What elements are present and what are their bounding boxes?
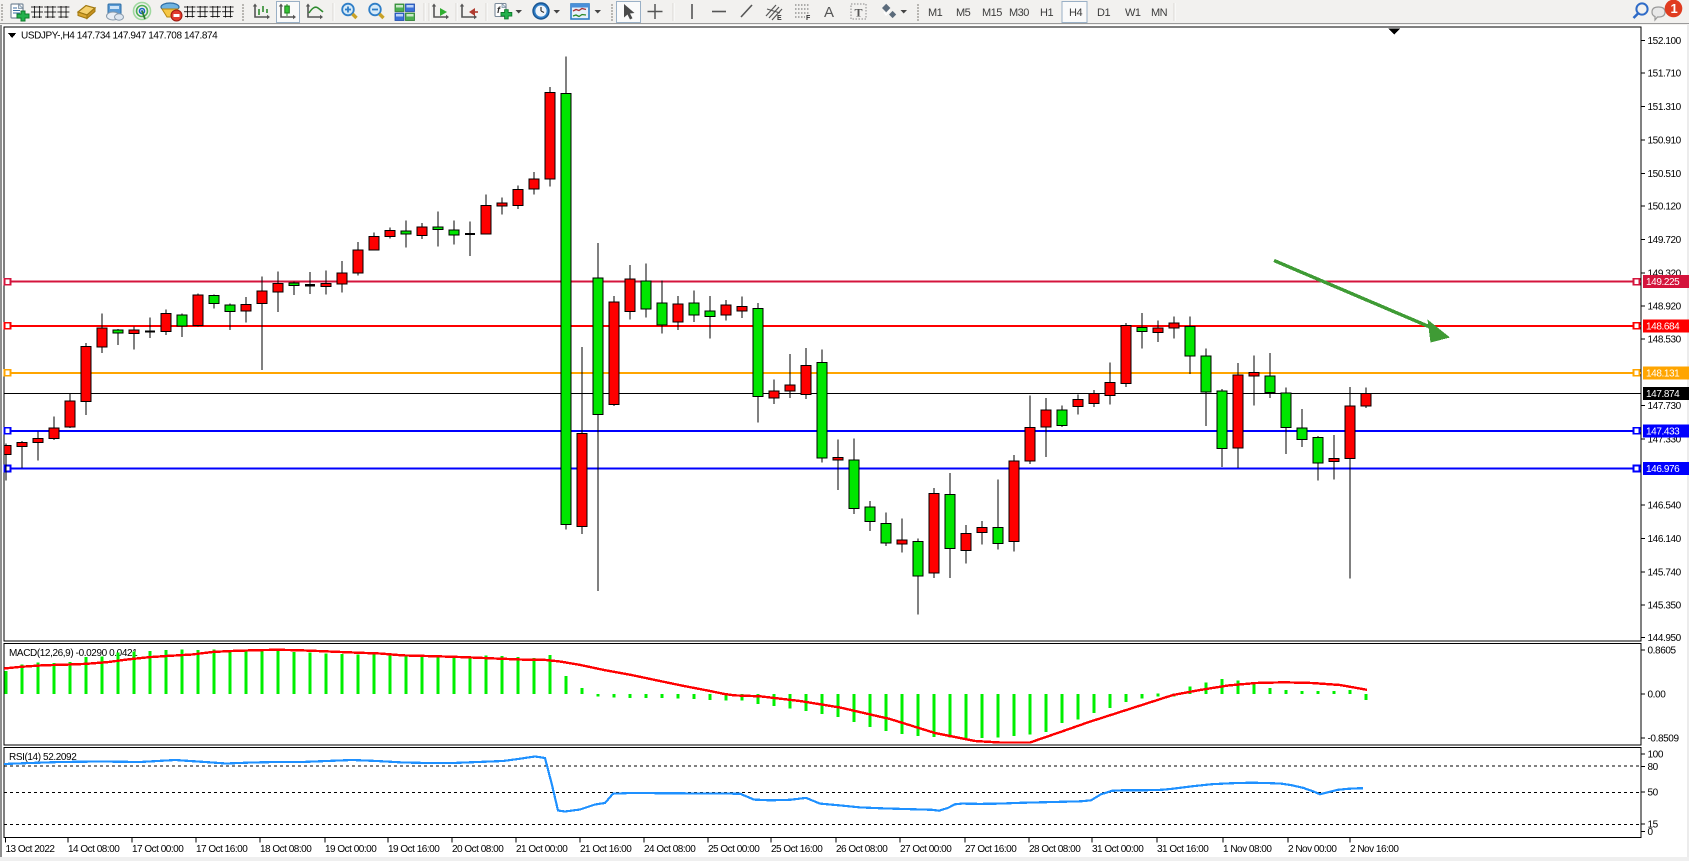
svg-text:17 Oct 16:00: 17 Oct 16:00 [196,844,248,855]
svg-text:-0.8509: -0.8509 [1648,734,1680,745]
svg-text:148.684: 148.684 [1646,321,1680,332]
svg-text:17 Oct 00:00: 17 Oct 00:00 [132,844,184,855]
svg-text:2 Nov 16:00: 2 Nov 16:00 [1350,844,1399,855]
svg-text:27 Oct 00:00: 27 Oct 00:00 [900,844,952,855]
svg-text:146.540: 146.540 [1648,501,1682,512]
svg-text:151.310: 151.310 [1648,102,1682,113]
svg-text:146.976: 146.976 [1646,464,1680,475]
svg-text:20 Oct 08:00: 20 Oct 08:00 [452,844,504,855]
svg-text:MN: MN [1151,7,1168,19]
svg-text:19 Oct 00:00: 19 Oct 00:00 [325,844,377,855]
svg-text:MACD(12,26,9) -0.0290 0.0421: MACD(12,26,9) -0.0290 0.0421 [9,648,138,659]
svg-text:26 Oct 08:00: 26 Oct 08:00 [836,844,888,855]
svg-text:f: f [497,5,501,15]
svg-text:W1: W1 [1125,7,1141,19]
svg-text:145.740: 145.740 [1648,567,1682,578]
svg-text:148.131: 148.131 [1646,368,1680,379]
svg-text:147.433: 147.433 [1646,426,1680,437]
svg-text:19 Oct 16:00: 19 Oct 16:00 [388,844,440,855]
svg-text:148.530: 148.530 [1648,334,1682,345]
svg-text:31 Oct 16:00: 31 Oct 16:00 [1157,844,1209,855]
svg-text:13 Oct 2022: 13 Oct 2022 [6,844,56,855]
svg-text:28 Oct 08:00: 28 Oct 08:00 [1029,844,1081,855]
svg-text:31 Oct 00:00: 31 Oct 00:00 [1092,844,1144,855]
svg-text:147.730: 147.730 [1648,401,1682,412]
svg-text:149.320: 149.320 [1648,268,1682,279]
svg-text:145.350: 145.350 [1648,601,1682,612]
svg-text:147.874: 147.874 [1646,389,1680,400]
svg-text:0: 0 [1648,827,1654,838]
svg-text:RSI(14) 52.2092: RSI(14) 52.2092 [9,752,77,763]
svg-text:A: A [824,4,834,21]
svg-text:M30: M30 [1009,7,1029,19]
svg-text:15: 15 [1648,820,1659,831]
svg-text:21 Oct 16:00: 21 Oct 16:00 [580,844,632,855]
svg-text:150.120: 150.120 [1648,202,1682,213]
svg-text:14 Oct 08:00: 14 Oct 08:00 [68,844,120,855]
svg-text:149.225: 149.225 [1646,277,1680,288]
svg-text:149.720: 149.720 [1648,235,1682,246]
svg-text:M1: M1 [928,7,943,19]
svg-text:147.330: 147.330 [1648,435,1682,446]
svg-text:USDJPY-,H4 147.734 147.947 14: USDJPY-,H4 147.734 147.947 147.708 147.8… [21,31,218,42]
svg-text:25 Oct 00:00: 25 Oct 00:00 [708,844,760,855]
svg-text:18 Oct 08:00: 18 Oct 08:00 [260,844,312,855]
svg-text:151.710: 151.710 [1648,69,1682,80]
svg-text:E: E [777,15,782,22]
svg-text:100: 100 [1648,750,1664,761]
svg-text:1 Nov 08:00: 1 Nov 08:00 [1223,844,1272,855]
svg-text:146.140: 146.140 [1648,534,1682,545]
svg-text:T: T [855,6,863,20]
svg-text:1: 1 [1671,1,1678,16]
svg-text:M5: M5 [956,7,971,19]
svg-text:24 Oct 08:00: 24 Oct 08:00 [644,844,696,855]
svg-text:M15: M15 [982,7,1002,19]
svg-text:25 Oct 16:00: 25 Oct 16:00 [771,844,823,855]
svg-text:150.910: 150.910 [1648,136,1682,147]
svg-text:F: F [806,15,811,22]
svg-text:144.950: 144.950 [1648,633,1682,644]
svg-text:2 Nov 00:00: 2 Nov 00:00 [1288,844,1337,855]
svg-text:0.8605: 0.8605 [1648,646,1677,657]
svg-text:80: 80 [1648,762,1659,773]
svg-text:152.100: 152.100 [1648,36,1682,47]
svg-text:D1: D1 [1097,7,1110,19]
svg-text:50: 50 [1648,788,1659,799]
svg-text:H4: H4 [1069,7,1082,19]
svg-text:27 Oct 16:00: 27 Oct 16:00 [965,844,1017,855]
svg-text:150.510: 150.510 [1648,169,1682,180]
svg-text:0.00: 0.00 [1648,690,1667,701]
svg-text:21 Oct 00:00: 21 Oct 00:00 [516,844,568,855]
svg-text:148.920: 148.920 [1648,302,1682,313]
svg-text:H1: H1 [1040,7,1053,19]
